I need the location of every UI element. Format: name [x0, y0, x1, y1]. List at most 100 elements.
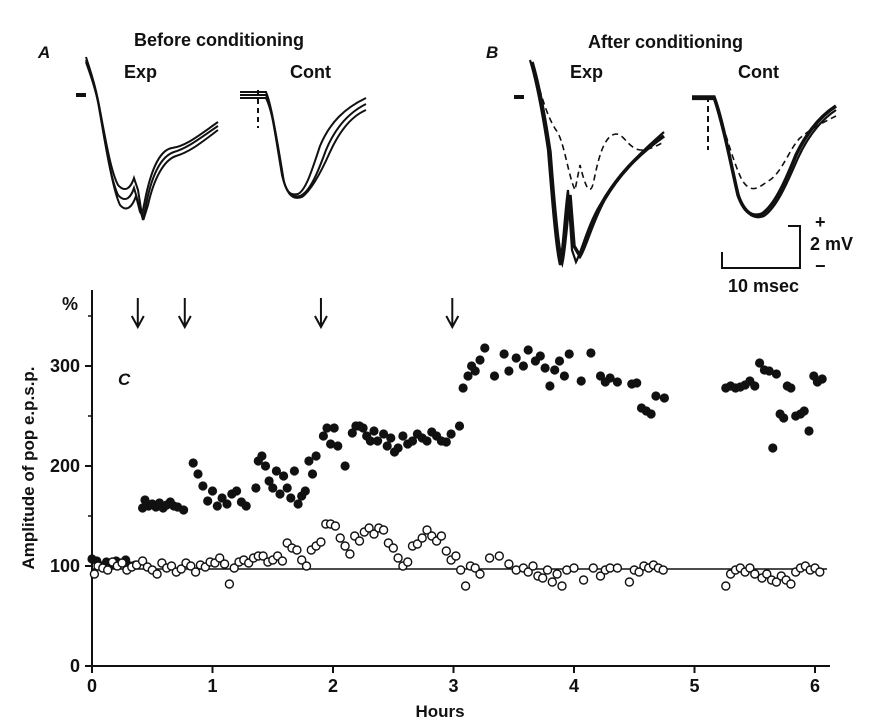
x-tick-label: 6 — [810, 676, 820, 696]
filled-data-point — [286, 493, 296, 503]
filled-data-point — [779, 413, 789, 423]
open-data-point — [301, 561, 312, 571]
open-data-point — [588, 563, 598, 573]
open-data-point — [542, 565, 553, 575]
open-data-point — [393, 553, 403, 563]
open-data-point — [484, 553, 495, 563]
open-data-point — [330, 521, 341, 531]
filled-data-point — [260, 461, 271, 471]
panel-c-label: C — [118, 370, 131, 389]
filled-data-point — [212, 501, 222, 511]
open-data-point — [504, 559, 514, 569]
open-data-point — [578, 575, 589, 585]
filled-data-point — [333, 441, 343, 451]
filled-data-point — [799, 406, 809, 416]
conditioning-arrow — [314, 298, 328, 330]
panel-a-exp-label: Exp — [124, 62, 157, 82]
plot-area: 0 1 2 3 4 5 6 0 100 200 300 — [50, 290, 830, 696]
filled-data-point — [804, 426, 814, 436]
open-data-point — [750, 569, 760, 579]
filled-data-point — [179, 505, 189, 515]
scale-bar-voltage: 2 mV — [810, 234, 853, 254]
filled-data-point — [279, 471, 289, 481]
filled-data-point — [458, 383, 468, 393]
filled-data-point — [369, 426, 379, 436]
filled-data-point — [326, 439, 336, 449]
panel-b-label: B — [486, 43, 498, 62]
filled-data-point — [786, 383, 796, 393]
filled-data-point — [318, 431, 328, 441]
open-data-point — [152, 569, 162, 579]
open-data-point — [547, 577, 557, 587]
open-data-point — [441, 546, 451, 556]
filled-data-point — [768, 443, 778, 453]
open-data-point — [89, 569, 100, 579]
filled-data-point — [612, 377, 623, 387]
filled-data-point — [373, 436, 383, 446]
open-data-point — [451, 551, 461, 561]
conditioning-arrow — [177, 298, 192, 330]
x-tick-label: 2 — [328, 676, 338, 696]
open-data-point — [658, 565, 668, 575]
filled-data-point — [257, 451, 267, 461]
x-tick-label: 4 — [569, 676, 579, 696]
open-data-point — [771, 577, 782, 587]
panel-a-cont-traces — [240, 90, 367, 199]
filled-data-point — [382, 441, 392, 451]
open-data-point — [456, 565, 466, 575]
open-data-point — [229, 563, 239, 573]
filled-data-point — [817, 374, 827, 384]
open-data-point — [470, 563, 480, 573]
open-data-point — [422, 525, 432, 535]
filled-data-point — [198, 481, 208, 491]
filled-data-point — [550, 365, 560, 375]
y-tick-label: 200 — [50, 456, 80, 476]
open-data-point — [460, 581, 471, 591]
panel-b-exp-label: Exp — [570, 62, 603, 82]
panel-b-title: After conditioning — [588, 32, 743, 52]
open-data-point — [219, 559, 230, 569]
y-tick-label: 100 — [50, 556, 80, 576]
panel-a-exp-traces — [76, 56, 219, 221]
open-data-point — [388, 543, 398, 553]
open-data-point — [523, 567, 533, 577]
open-data-point — [117, 558, 127, 568]
filled-data-point — [222, 499, 232, 509]
filled-data-point — [407, 436, 418, 446]
panel-a-cont-label: Cont — [290, 62, 331, 82]
open-data-point — [815, 567, 825, 577]
open-data-point — [190, 567, 201, 577]
conditioning-arrows — [130, 298, 460, 330]
filled-data-point — [365, 436, 375, 446]
filled-data-point — [605, 373, 615, 383]
conditioning-arrow — [130, 298, 145, 330]
filled-data-point — [504, 366, 514, 376]
filled-data-point — [358, 423, 368, 433]
filled-data-point — [750, 381, 760, 391]
open-data-point — [186, 561, 196, 571]
filled-data-point — [632, 378, 642, 388]
filled-data-point — [293, 499, 303, 509]
filled-data-point — [311, 451, 321, 461]
open-data-point — [102, 565, 113, 575]
filled-data-point — [282, 483, 292, 493]
open-data-point — [340, 541, 350, 551]
open-data-point — [224, 579, 235, 589]
data-points — [87, 343, 827, 591]
filled-data-point — [470, 366, 480, 376]
filled-data-point — [188, 458, 198, 468]
filled-data-point — [523, 345, 533, 355]
filled-data-point — [307, 469, 318, 479]
open-data-point — [403, 557, 413, 567]
filled-data-point — [446, 429, 456, 439]
open-data-point — [538, 573, 548, 583]
filled-data-point — [554, 356, 565, 366]
filled-data-point — [564, 349, 574, 359]
filled-data-point — [755, 358, 765, 368]
filled-data-point — [193, 469, 203, 479]
open-data-point — [528, 561, 538, 571]
filled-data-point — [559, 371, 570, 381]
filled-data-point — [232, 486, 242, 496]
open-data-point — [292, 545, 302, 555]
filled-data-point — [463, 371, 473, 381]
